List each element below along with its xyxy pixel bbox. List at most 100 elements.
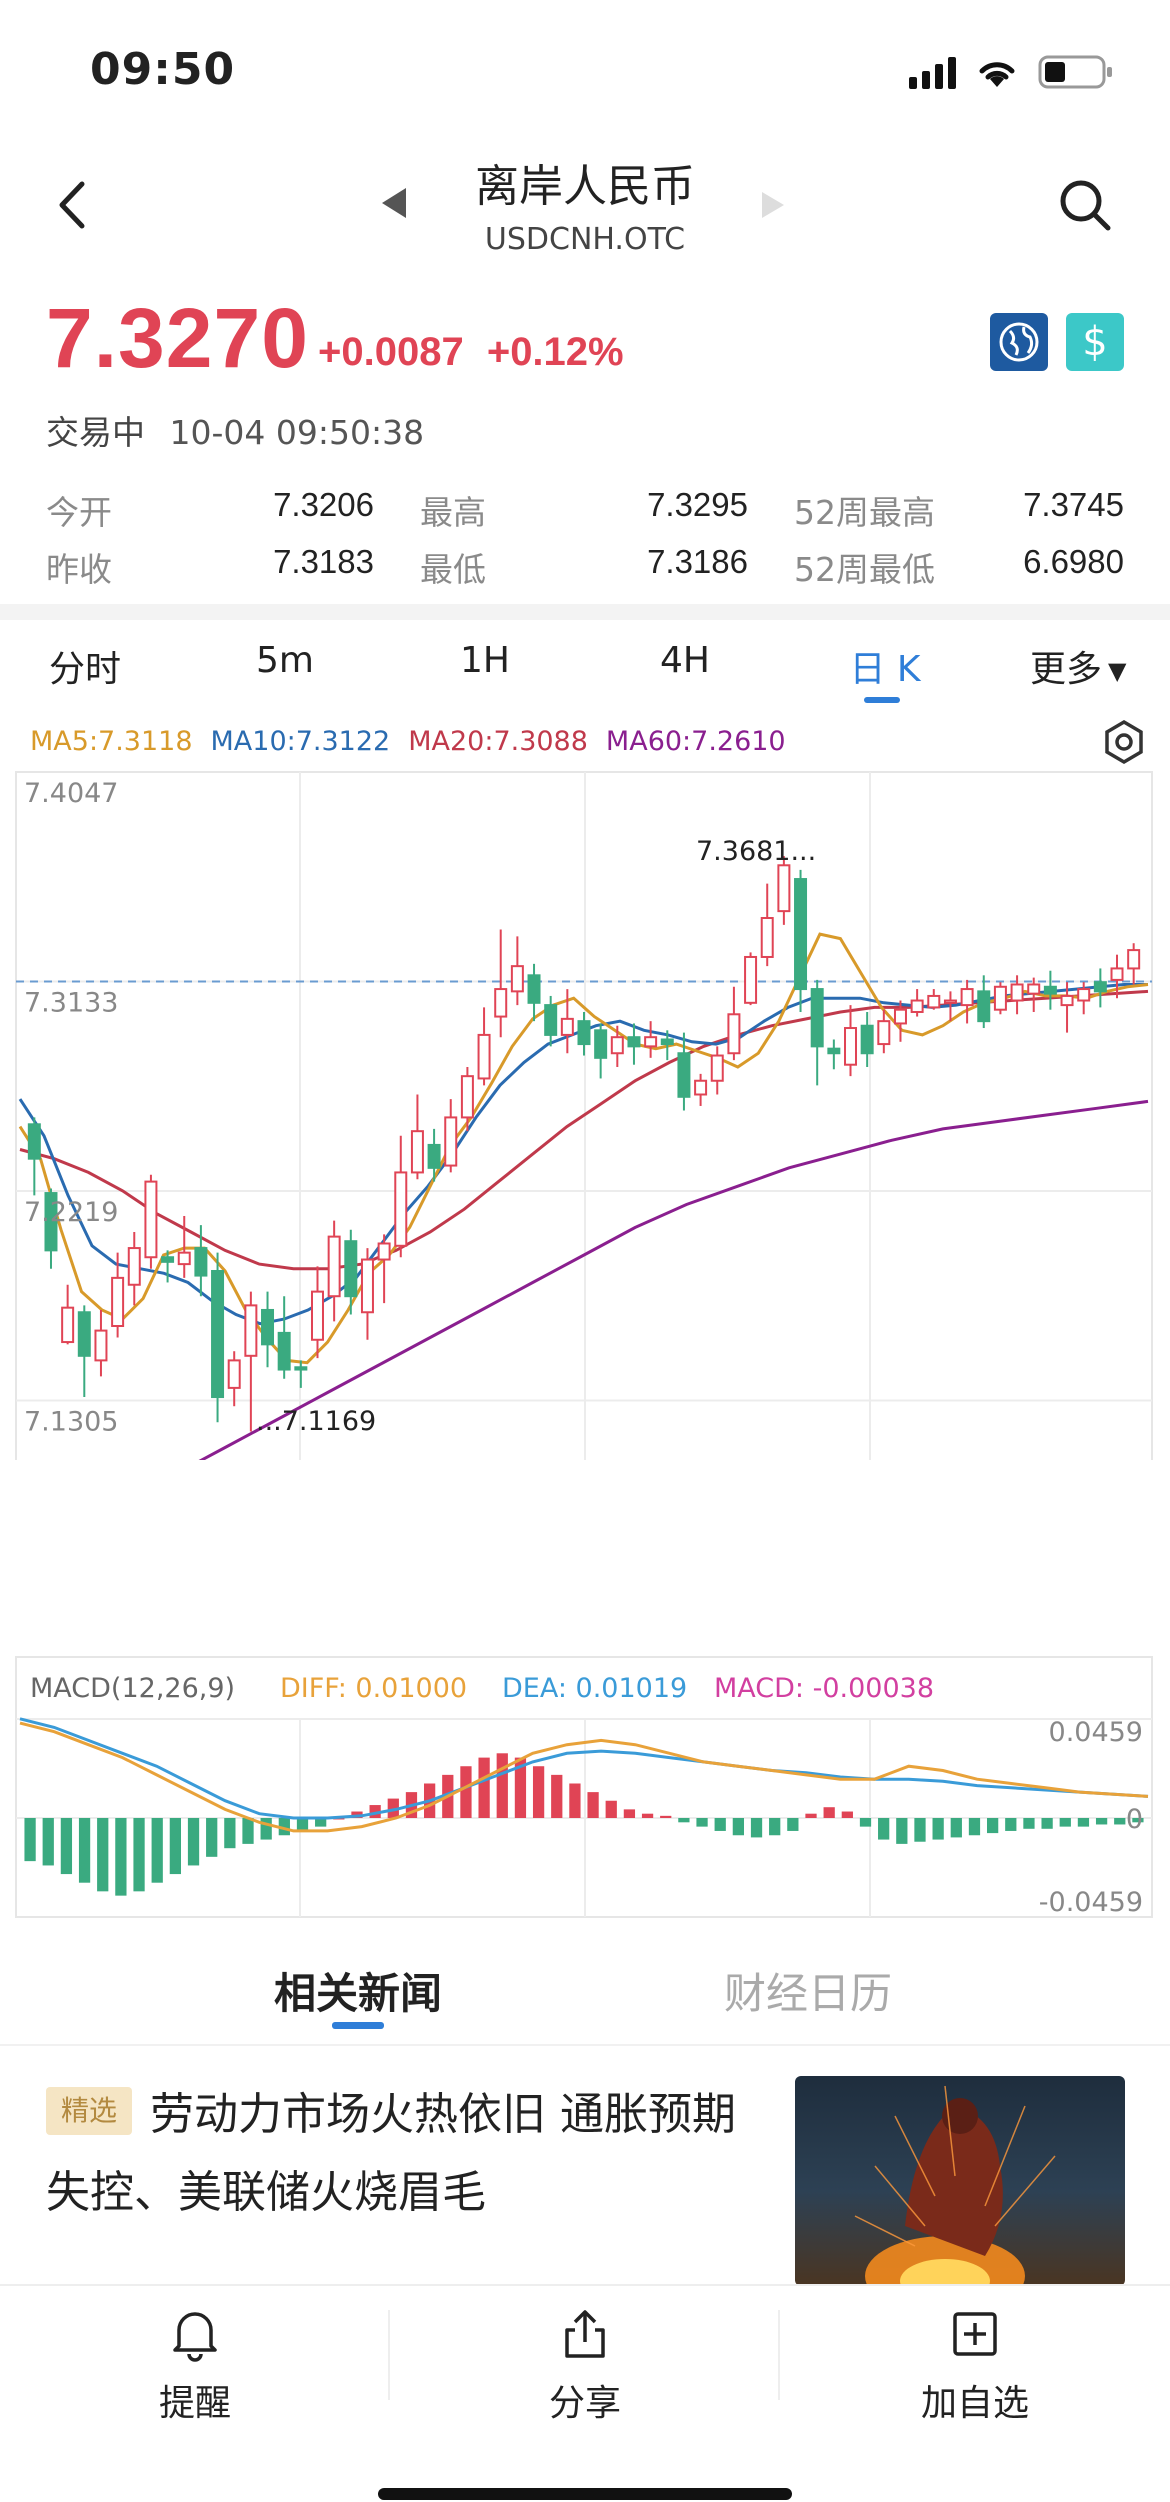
candle-up: [777, 864, 791, 913]
candle-up: [360, 1258, 374, 1314]
add-watchlist-icon: [953, 2312, 997, 2356]
kline-chart[interactable]: 7.40477.31337.22197.13057.039107-1007-31…: [0, 760, 1170, 1460]
candle-up: [410, 1130, 424, 1174]
candle-up: [144, 1180, 158, 1259]
trade-state: 交易中: [46, 413, 145, 452]
remind-label: 提醒: [158, 2383, 231, 2424]
macd-bar-positive: [660, 1815, 672, 1818]
candle-down: [194, 1247, 208, 1277]
candle-up: [1127, 949, 1141, 970]
stat-low-value: 7.3186: [647, 543, 748, 580]
macd-bar-negative: [60, 1818, 73, 1875]
macd-bar-negative: [1041, 1818, 1053, 1829]
macd-value: MACD: -0.00038: [714, 1673, 934, 1704]
candle-down: [594, 1029, 608, 1059]
macd-bar-negative: [278, 1818, 290, 1836]
macd-bar-negative: [878, 1818, 890, 1840]
candle-down: [277, 1331, 291, 1371]
macd-params: MACD(12,26,9): [30, 1673, 235, 1704]
stat-prev-close-label: 昨收: [46, 550, 112, 589]
news-tab-indicator: [332, 2022, 384, 2029]
macd-bar-negative: [1023, 1818, 1035, 1829]
low-annotation: ...7.1169: [256, 1406, 376, 1437]
candle-up: [1077, 988, 1091, 1002]
ma-legend: MA5:7.3118 MA10:7.3122 MA20:7.3088 MA60:…: [30, 726, 786, 757]
macd-bar-positive: [496, 1753, 508, 1818]
macd-bar-negative: [151, 1818, 163, 1883]
ma5-legend: MA5:7.3118: [30, 726, 193, 757]
last-price: 7.3270: [46, 291, 309, 385]
ma20-legend: MA20:7.3088: [408, 726, 588, 757]
candle-up: [1027, 983, 1041, 995]
home-indicator: [378, 2488, 792, 2500]
candle-up: [844, 1027, 858, 1066]
back-button[interactable]: [40, 170, 110, 240]
macd-bar-positive: [532, 1766, 545, 1818]
candle-up: [460, 1075, 474, 1119]
add-watchlist-button[interactable]: 加自选: [780, 2306, 1170, 2426]
news-thumbnail[interactable]: [795, 2076, 1125, 2286]
globe-button[interactable]: [990, 313, 1048, 371]
signal-icon: [909, 55, 956, 89]
tab-economic-calendar[interactable]: 财经日历: [723, 1969, 892, 2018]
caret-down-icon: ▼: [1108, 657, 1127, 685]
y-tick-label: 7.1305: [24, 1407, 118, 1438]
ma10-legend: MA10:7.3122: [210, 726, 391, 757]
macd-bar-positive: [841, 1811, 853, 1818]
macd-bar-negative: [78, 1818, 91, 1883]
candle-up: [710, 1054, 724, 1082]
stat-52w-high-value: 7.3745: [1023, 486, 1124, 523]
candle-up: [644, 1036, 658, 1048]
macd-bar-negative: [1077, 1818, 1090, 1827]
tab-4h[interactable]: 4H: [660, 640, 710, 681]
search-button[interactable]: [1050, 170, 1120, 240]
macd-bar-negative: [932, 1818, 944, 1840]
macd-bar-positive: [478, 1757, 490, 1818]
candle-up: [910, 999, 924, 1013]
tab-1h[interactable]: 1H: [460, 640, 510, 681]
candle-up: [560, 1017, 574, 1036]
next-symbol-arrow-icon[interactable]: [762, 192, 784, 218]
news-headline[interactable]: 劳动力市场火热依旧 通胀预期失控、美联储火烧眉毛: [46, 2089, 736, 2218]
candle-down: [211, 1269, 225, 1399]
candle-up: [1060, 994, 1074, 1007]
tab-more[interactable]: 更多 ▼: [1010, 640, 1160, 692]
macd-bar-negative: [296, 1818, 309, 1831]
macd-bar-positive: [514, 1757, 527, 1818]
macd-bar-negative: [1114, 1818, 1126, 1825]
y-tick-label: 7.4047: [24, 778, 118, 809]
candle-up: [1010, 983, 1024, 1002]
candle-down: [527, 974, 541, 1004]
candle-down: [677, 1052, 691, 1098]
macd-chart[interactable]: MACD(12,26,9) DIFF: 0.01000 DEA: 0.01019 MA…: [0, 1655, 1170, 1925]
candle-up: [127, 1247, 141, 1286]
stat-prev-close-value: 7.3183: [273, 543, 374, 580]
macd-bar-negative: [1005, 1818, 1017, 1831]
candle-up: [744, 955, 758, 1004]
macd-bar-negative: [1132, 1818, 1144, 1823]
tab-5m[interactable]: 5m: [256, 640, 314, 681]
macd-bar-positive: [823, 1807, 835, 1818]
macd-bar-negative: [115, 1818, 127, 1896]
share-button[interactable]: 分享: [390, 2306, 780, 2426]
tab-timeshare[interactable]: 分时: [48, 649, 121, 690]
candle-down: [810, 988, 824, 1048]
candle-down: [261, 1308, 275, 1346]
remind-button[interactable]: 提醒: [0, 2306, 390, 2426]
macd-bar-negative: [859, 1818, 872, 1827]
chart-settings-icon[interactable]: [1100, 718, 1148, 766]
currency-button[interactable]: $: [1066, 313, 1124, 371]
active-tab-indicator: [864, 697, 900, 703]
stat-high-value: 7.3295: [647, 486, 748, 523]
tab-daily-k[interactable]: 日 K: [849, 649, 921, 690]
macd-bar-negative: [732, 1818, 745, 1836]
macd-bar-negative: [986, 1818, 999, 1834]
candle-down: [294, 1366, 308, 1371]
candle-up: [877, 1020, 891, 1046]
tab-related-news[interactable]: 相关新闻: [273, 1969, 442, 2018]
prev-symbol-arrow-icon[interactable]: [382, 188, 406, 218]
symbol-code: USDCNH.OTC: [484, 222, 686, 257]
stat-open-label: 今开: [46, 493, 112, 532]
candle-down: [660, 1038, 674, 1046]
wifi-icon: [979, 62, 1015, 87]
